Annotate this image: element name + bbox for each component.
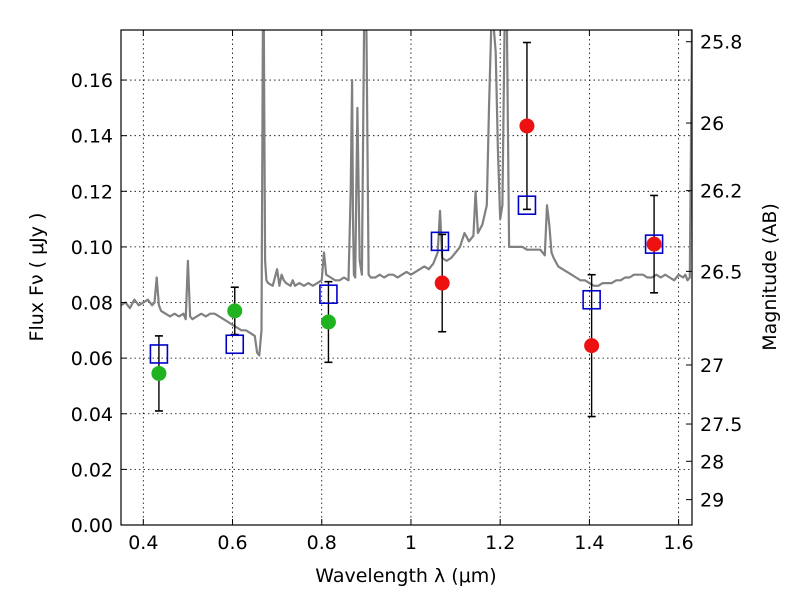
red-data-point <box>434 275 450 291</box>
x-tick-label: 1.6 <box>664 532 694 554</box>
y-tick-label: 0.02 <box>71 459 113 481</box>
y-axis-title: Flux Fν ( μJy ) <box>26 213 48 342</box>
y2-tick-label: 28 <box>700 451 724 473</box>
y2-axis-ticks: 25.8 26 26.2 26.5 27 27.5 28 29 <box>686 32 742 512</box>
green-data-point <box>227 303 243 319</box>
x-tick-label: 0.6 <box>217 532 247 554</box>
x-tick-label: 1.4 <box>574 532 604 554</box>
y-tick-label: 0.14 <box>71 126 113 148</box>
y2-tick-label: 27 <box>700 355 724 377</box>
y2-tick-label: 27.5 <box>700 414 742 436</box>
y2-tick-label: 25.8 <box>700 32 742 54</box>
model-square-point <box>517 195 537 215</box>
x-tick-label: 1.2 <box>485 532 515 554</box>
y2-tick-label: 29 <box>700 490 724 512</box>
x-tick-label: 1 <box>405 532 417 554</box>
y-tick-label: 0.10 <box>71 237 113 259</box>
data-points <box>151 118 662 381</box>
red-data-point <box>646 236 662 252</box>
y-tick-label: 0.12 <box>71 181 113 203</box>
y-tick-label: 0.06 <box>71 348 113 370</box>
red-data-point <box>519 118 535 134</box>
y2-axis-title: Magnitude (AB) <box>759 203 781 351</box>
spectrum-series <box>121 30 692 357</box>
y-tick-label: 0.00 <box>71 515 113 537</box>
spectrum-line <box>121 30 692 357</box>
model-square-point <box>319 284 338 304</box>
y-tick-label: 0.04 <box>71 404 113 426</box>
x-axis-title: Wavelength λ (μm) <box>315 565 496 587</box>
grid-lines <box>121 30 692 526</box>
y2-tick-label: 26.2 <box>700 181 742 203</box>
model-points <box>149 195 664 364</box>
green-data-point <box>151 365 167 381</box>
y-tick-label: 0.16 <box>71 70 113 92</box>
errorbars <box>154 41 659 418</box>
model-square-point <box>582 289 601 310</box>
y-tick-label: 0.08 <box>71 293 113 315</box>
x-tick-label: 0.8 <box>307 532 337 554</box>
model-square-point <box>225 334 245 355</box>
x-tick-label: 0.4 <box>128 532 158 554</box>
plot-area <box>121 30 692 418</box>
model-square-point <box>149 344 169 364</box>
y-axis-ticks: 0.00 0.02 0.04 0.06 0.08 0.10 0.12 0.14 0.16 <box>71 70 127 537</box>
plot-frame <box>120 29 693 526</box>
y2-tick-label: 26 <box>700 113 724 135</box>
y2-tick-label: 26.5 <box>700 261 742 283</box>
red-data-point <box>584 338 600 354</box>
model-square-point <box>430 231 450 252</box>
x-axis-ticks: 0.4 0.6 0.8 1 1.2 1.4 1.6 <box>128 30 694 554</box>
model-square-point <box>644 234 664 254</box>
green-data-point <box>320 314 336 330</box>
